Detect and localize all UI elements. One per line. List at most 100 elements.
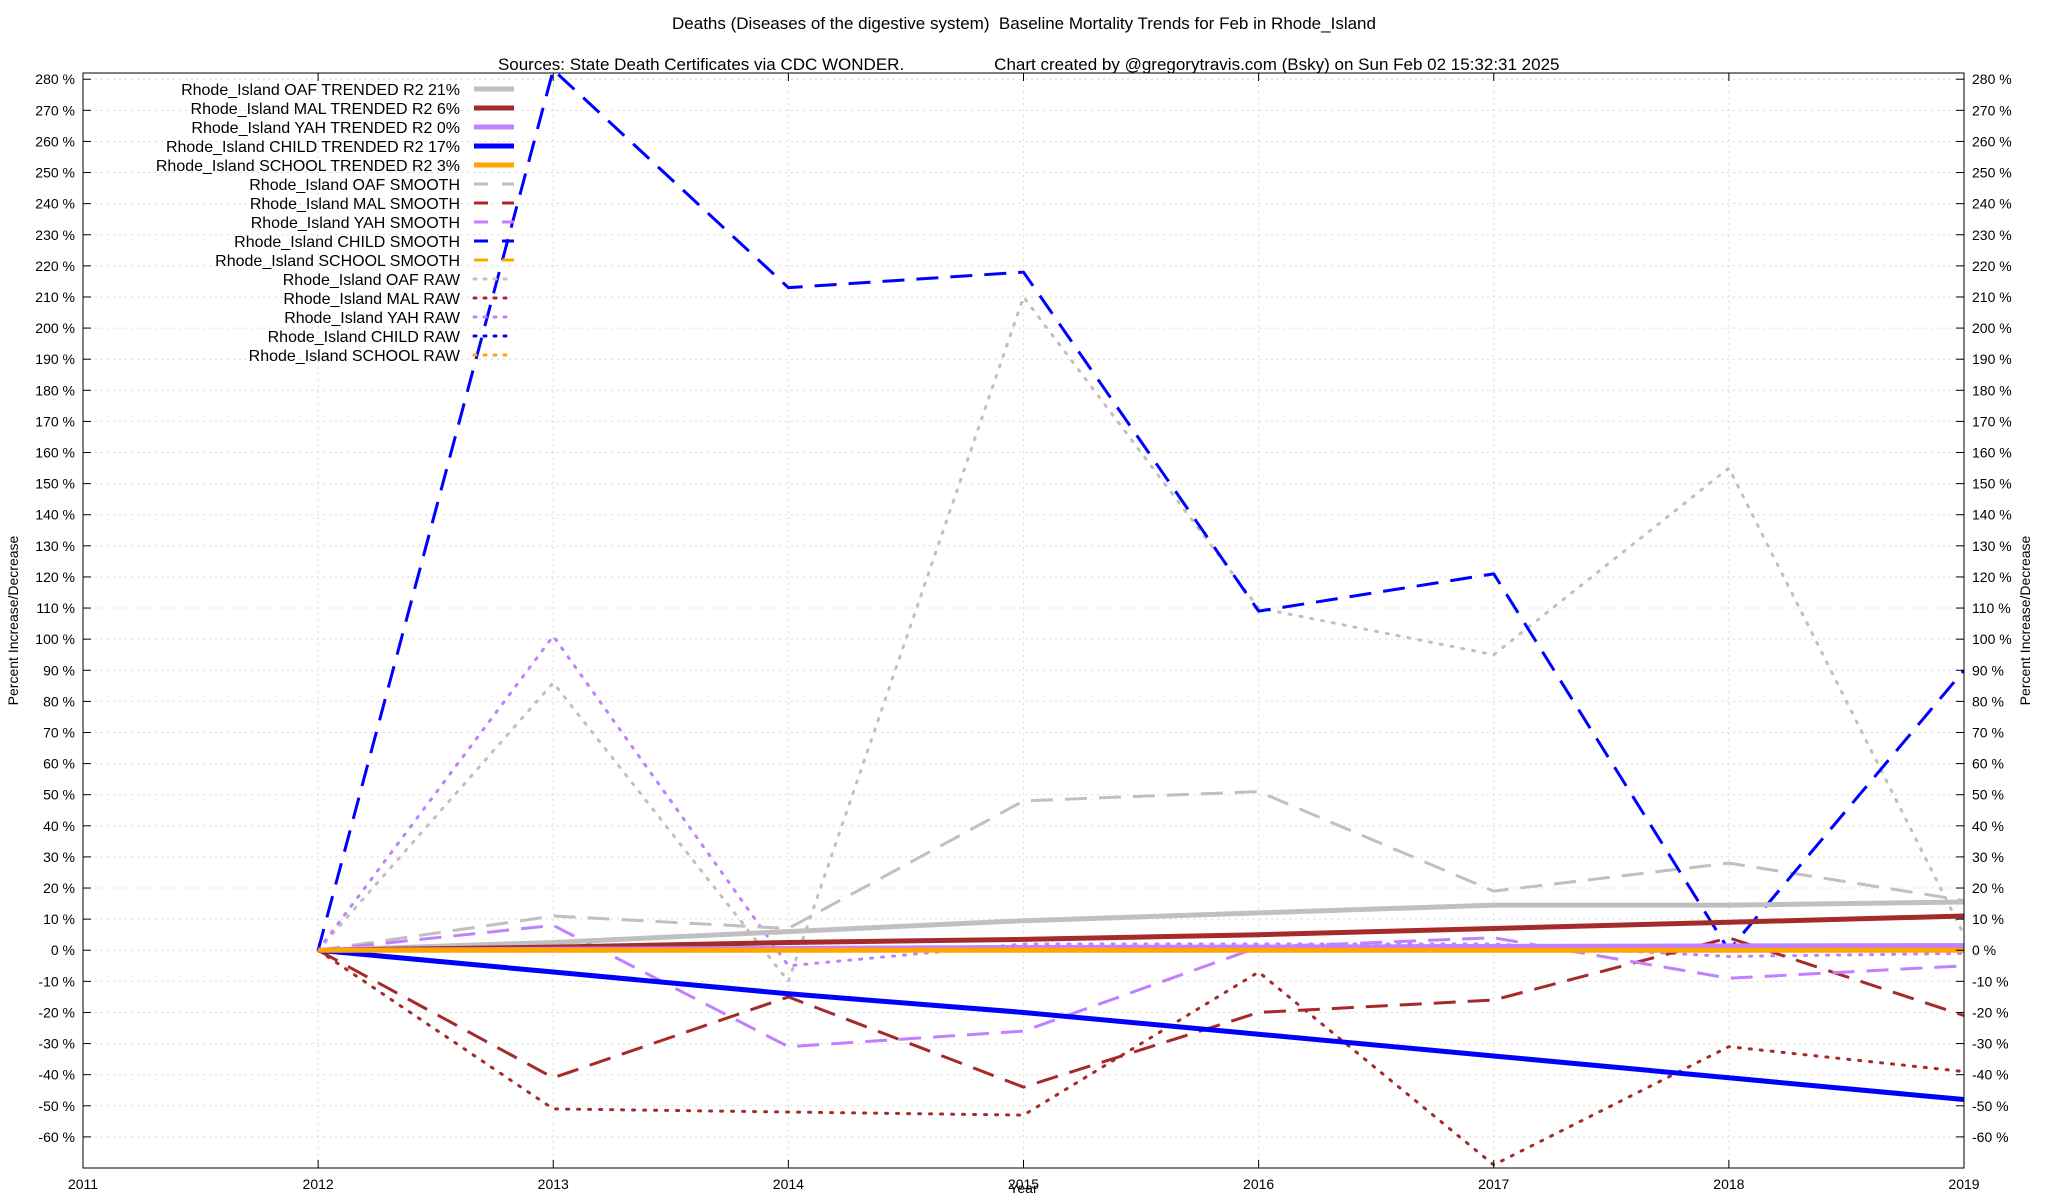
y-tick-label-left: 130 % bbox=[35, 538, 75, 554]
y-tick-label-left: 260 % bbox=[35, 133, 75, 149]
y-tick-label-right: -10 % bbox=[1972, 973, 2009, 989]
y-tick-label-right: -20 % bbox=[1972, 1004, 2009, 1020]
y-tick-label-left: -10 % bbox=[38, 973, 75, 989]
x-tick-label: 2019 bbox=[1948, 1176, 1979, 1192]
legend-entry-label: Rhode_Island CHILD TRENDED R2 17% bbox=[166, 139, 460, 156]
x-tick-label: 2014 bbox=[773, 1176, 804, 1192]
y-tick-label-right: 70 % bbox=[1972, 724, 2004, 740]
x-tick-label: 2017 bbox=[1478, 1176, 1509, 1192]
y-tick-label-right: 0 % bbox=[1972, 942, 1996, 958]
y-tick-label-left: 200 % bbox=[35, 320, 75, 336]
y-tick-label-left: -60 % bbox=[38, 1129, 75, 1145]
x-tick-label: 2013 bbox=[538, 1176, 569, 1192]
y-tick-label-left: 240 % bbox=[35, 196, 75, 212]
y-tick-label-right: 190 % bbox=[1972, 351, 2012, 367]
x-tick-label: 2012 bbox=[303, 1176, 334, 1192]
legend-entry-label: Rhode_Island CHILD RAW bbox=[268, 329, 461, 346]
y-tick-label-right: 50 % bbox=[1972, 787, 2004, 803]
y-tick-label-left: 20 % bbox=[43, 880, 75, 896]
y-tick-label-right: 220 % bbox=[1972, 258, 2012, 274]
legend-entry-label: Rhode_Island MAL RAW bbox=[283, 291, 461, 308]
series-line-11 bbox=[316, 948, 1964, 1167]
series-line-10 bbox=[316, 295, 1964, 983]
y-tick-label-left: 0 % bbox=[51, 942, 75, 958]
y-tick-label-right: 160 % bbox=[1972, 445, 2012, 461]
y-tick-label-right: 10 % bbox=[1972, 911, 2004, 927]
y-tick-label-right: 110 % bbox=[1972, 600, 2011, 616]
y-tick-label-right: 280 % bbox=[1972, 71, 2012, 87]
y-tick-label-left: 100 % bbox=[35, 631, 75, 647]
legend-entry-label: Rhode_Island YAH SMOOTH bbox=[251, 215, 460, 232]
y-tick-label-left: 150 % bbox=[35, 476, 75, 492]
y-tick-label-right: 40 % bbox=[1972, 818, 2004, 834]
y-tick-label-right: -50 % bbox=[1972, 1098, 2009, 1114]
y-tick-label-left: -50 % bbox=[38, 1098, 75, 1114]
y-tick-label-left: 170 % bbox=[35, 413, 75, 429]
chart-subtitle: Sources: State Death Certificates via CD… bbox=[0, 35, 2048, 75]
x-tick-label: 2018 bbox=[1713, 1176, 1744, 1192]
y-tick-label-right: 170 % bbox=[1972, 413, 2012, 429]
legend-entry-label: Rhode_Island OAF RAW bbox=[283, 272, 461, 289]
y-tick-label-right: 60 % bbox=[1972, 756, 2004, 772]
y-tick-label-left: 280 % bbox=[35, 71, 75, 87]
y-tick-label-left: 140 % bbox=[35, 507, 75, 523]
y-tick-label-right: 270 % bbox=[1972, 102, 2012, 118]
y-tick-label-right: 250 % bbox=[1972, 165, 2012, 181]
y-tick-label-right: 30 % bbox=[1972, 849, 2004, 865]
y-tick-label-left: 120 % bbox=[35, 569, 75, 585]
legend-entry-label: Rhode_Island SCHOOL SMOOTH bbox=[215, 253, 460, 270]
y-tick-label-left: 160 % bbox=[35, 445, 75, 461]
y-tick-label-left: -40 % bbox=[38, 1067, 75, 1083]
series-lines bbox=[316, 73, 1964, 1167]
y-tick-label-left: 80 % bbox=[43, 693, 75, 709]
y-tick-label-right: -40 % bbox=[1972, 1067, 2009, 1083]
series-line-6 bbox=[317, 936, 1964, 1089]
subtitle-credit: Chart created by @gregorytravis.com (Bsk… bbox=[994, 55, 1560, 74]
y-tick-label-left: 60 % bbox=[43, 756, 75, 772]
subtitle-sources: Sources: State Death Certificates via CD… bbox=[497, 55, 905, 74]
x-tick-label: 2011 bbox=[68, 1176, 98, 1192]
y-tick-label-right: 150 % bbox=[1972, 476, 2012, 492]
y-tick-label-right: 180 % bbox=[1972, 382, 2012, 398]
y-tick-label-right: 200 % bbox=[1972, 320, 2012, 336]
y-tick-label-right: 210 % bbox=[1972, 289, 2012, 305]
legend-entry-label: Rhode_Island MAL SMOOTH bbox=[250, 196, 460, 213]
y-tick-label-right: -30 % bbox=[1972, 1036, 2009, 1052]
series-line-3 bbox=[317, 947, 1964, 1103]
y-tick-label-left: 270 % bbox=[35, 102, 75, 118]
y-tick-label-right: -60 % bbox=[1972, 1129, 2009, 1145]
y-tick-label-right: 20 % bbox=[1972, 880, 2004, 896]
legend-entry-label: Rhode_Island CHILD SMOOTH bbox=[234, 234, 460, 251]
y-tick-label-right: 120 % bbox=[1972, 569, 2012, 585]
x-tick-label: 2015 bbox=[1008, 1176, 1039, 1192]
y-tick-label-left: 210 % bbox=[35, 289, 75, 305]
y-tick-label-left: 10 % bbox=[43, 911, 75, 927]
chart-title: Deaths (Diseases of the digestive system… bbox=[672, 14, 1376, 33]
series-line-8 bbox=[316, 73, 1964, 952]
y-tick-label-right: 130 % bbox=[1972, 538, 2012, 554]
legend-entry-label: Rhode_Island YAH RAW bbox=[284, 310, 461, 327]
y-tick-label-right: 230 % bbox=[1972, 227, 2012, 243]
y-tick-label-left: 50 % bbox=[43, 787, 75, 803]
y-tick-label-left: 90 % bbox=[43, 662, 75, 678]
y-tick-label-right: 240 % bbox=[1972, 196, 2012, 212]
axis-ticks: 2011 2012 2013 2014 2015 2016 2017 2018 2019 -60 … bbox=[35, 71, 2011, 1192]
legend: Rhode_Island OAF TRENDED R2 21% Rhode_Isl… bbox=[156, 82, 516, 365]
x-tick-label: 2016 bbox=[1243, 1176, 1274, 1192]
legend-entry-label: Rhode_Island OAF TRENDED R2 21% bbox=[181, 82, 460, 99]
y-tick-label-left: -30 % bbox=[38, 1036, 75, 1052]
legend-entry-label: Rhode_Island SCHOOL TRENDED R2 3% bbox=[156, 158, 460, 175]
y-tick-label-right: 90 % bbox=[1972, 662, 2004, 678]
x-axis-label: Year bbox=[1009, 1180, 1038, 1196]
legend-entry-label: Rhode_Island YAH TRENDED R2 0% bbox=[191, 120, 460, 137]
legend-entry-label: Rhode_Island SCHOOL RAW bbox=[249, 348, 461, 365]
y-tick-label-left: -20 % bbox=[38, 1004, 75, 1020]
y-tick-label-right: 140 % bbox=[1972, 507, 2012, 523]
y-tick-label-left: 250 % bbox=[35, 165, 75, 181]
y-axis-label-left: Percent Increase/Decrease bbox=[5, 535, 21, 705]
y-tick-label-left: 110 % bbox=[36, 600, 75, 616]
legend-entry-label: Rhode_Island OAF SMOOTH bbox=[249, 177, 460, 194]
y-tick-label-left: 40 % bbox=[43, 818, 75, 834]
series-line-0 bbox=[318, 899, 1964, 953]
